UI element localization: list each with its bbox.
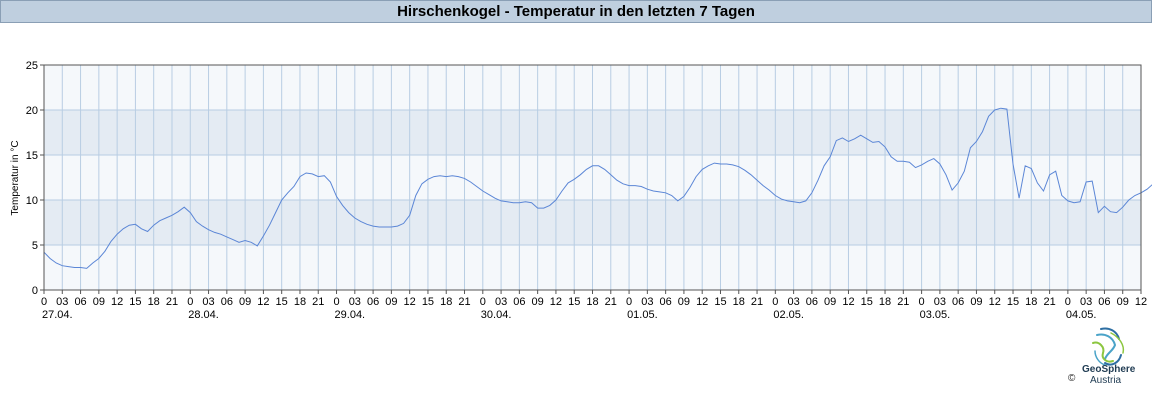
x-tick-label: 06 [74,296,86,308]
x-tick-label: 21 [312,296,324,308]
day-label: 30.04. [481,309,512,321]
x-tick-label: 15 [861,296,873,308]
x-tick-label: 18 [1025,296,1037,308]
x-tick-label: 18 [733,296,745,308]
x-tick-label: 18 [440,296,452,308]
x-tick-label: 12 [1135,296,1147,308]
x-tick-label: 03 [1080,296,1092,308]
y-tick-labels: 0 5 10 15 20 25 [26,60,44,297]
x-tick-label: 12 [696,296,708,308]
x-tick-label: 18 [294,296,306,308]
x-tick-label: 15 [276,296,288,308]
x-tick-label: 09 [1117,296,1129,308]
x-tick-label: 21 [1043,296,1055,308]
x-tick-label: 06 [367,296,379,308]
y-tick-label: 10 [26,195,38,207]
x-tick-label: 21 [605,296,617,308]
x-tick-label: 21 [751,296,763,308]
brand-name: GeoSphere [1082,364,1136,375]
x-tick-label: 12 [550,296,562,308]
day-label: 01.05. [627,309,658,321]
x-tick-label: 0 [626,296,632,308]
x-tick-label: 03 [641,296,653,308]
temperature-series-line [43,107,1152,269]
x-tick-label: 06 [952,296,964,308]
x-tick-label: 12 [404,296,416,308]
x-tick-label: 18 [879,296,891,308]
chart-title-bar: Hirschenkogel - Temperatur in den letzte… [0,0,1152,23]
vertical-gridlines [61,65,1124,290]
geosphere-logo-icon [1092,327,1125,366]
x-tick-label: 18 [586,296,598,308]
chart-title: Hirschenkogel - Temperatur in den letzte… [397,3,755,20]
day-label: 29.04. [335,309,366,321]
x-tick-label: 03 [56,296,68,308]
y-tick-label: 25 [26,60,38,72]
x-tick-label: 21 [458,296,470,308]
x-tick-label: 06 [806,296,818,308]
x-tick-label: 03 [495,296,507,308]
x-tick-label: 09 [824,296,836,308]
x-tick-label: 15 [422,296,434,308]
day-label: 02.05. [773,309,804,321]
day-label: 03.05. [920,309,951,321]
x-tick-label: 09 [239,296,251,308]
x-tick-label: 0 [1065,296,1071,308]
y-axis-label: Temperatur in °C [10,140,21,215]
x-tick-label: 12 [111,296,123,308]
y-tick-label: 20 [26,105,38,117]
x-tick-label: 0 [919,296,925,308]
x-tick-label: 0 [187,296,193,308]
x-tick-label: 15 [568,296,580,308]
y-tick-label: 0 [32,285,38,297]
x-tick-label: 06 [513,296,525,308]
x-tick-label: 21 [897,296,909,308]
x-tick-label: 0 [333,296,339,308]
day-label: 28.04. [188,309,219,321]
day-label: 04.05. [1066,309,1097,321]
x-tick-labels: 0 03 06 09 12 15 18 21 0 03 06 09 12 15 18 21 0 03 06 09 12 1… [41,290,1147,308]
copyright-symbol: © [1068,373,1076,384]
x-tick-label: 15 [714,296,726,308]
x-tick-label: 09 [532,296,544,308]
x-tick-label: 03 [934,296,946,308]
horizontal-gridlines [44,109,1141,246]
x-tick-label: 06 [221,296,233,308]
x-tick-label: 12 [989,296,1001,308]
x-tick-label: 09 [93,296,105,308]
x-tick-label: 03 [787,296,799,308]
x-tick-label: 21 [166,296,178,308]
y-tick-label: 15 [26,150,38,162]
day-label: 27.04. [42,309,73,321]
x-tick-label: 06 [660,296,672,308]
x-tick-label: 03 [349,296,361,308]
x-tick-label: 0 [772,296,778,308]
x-tick-label: 12 [842,296,854,308]
x-tick-label: 0 [480,296,486,308]
x-tick-label: 09 [385,296,397,308]
x-tick-label: 09 [678,296,690,308]
x-tick-label: 12 [257,296,269,308]
x-tick-label: 0 [41,296,47,308]
x-tick-label: 15 [1007,296,1019,308]
brand-sub: Austria [1090,375,1122,386]
x-tick-label: 09 [970,296,982,308]
y-tick-label: 5 [32,240,38,252]
x-tick-label: 03 [202,296,214,308]
day-labels: 27.04. 28.04. 29.04. 30.04. 01.05. 02.05. 03.0… [42,309,1096,321]
x-tick-label: 06 [1098,296,1110,308]
x-tick-label: 18 [148,296,160,308]
x-tick-label: 15 [129,296,141,308]
